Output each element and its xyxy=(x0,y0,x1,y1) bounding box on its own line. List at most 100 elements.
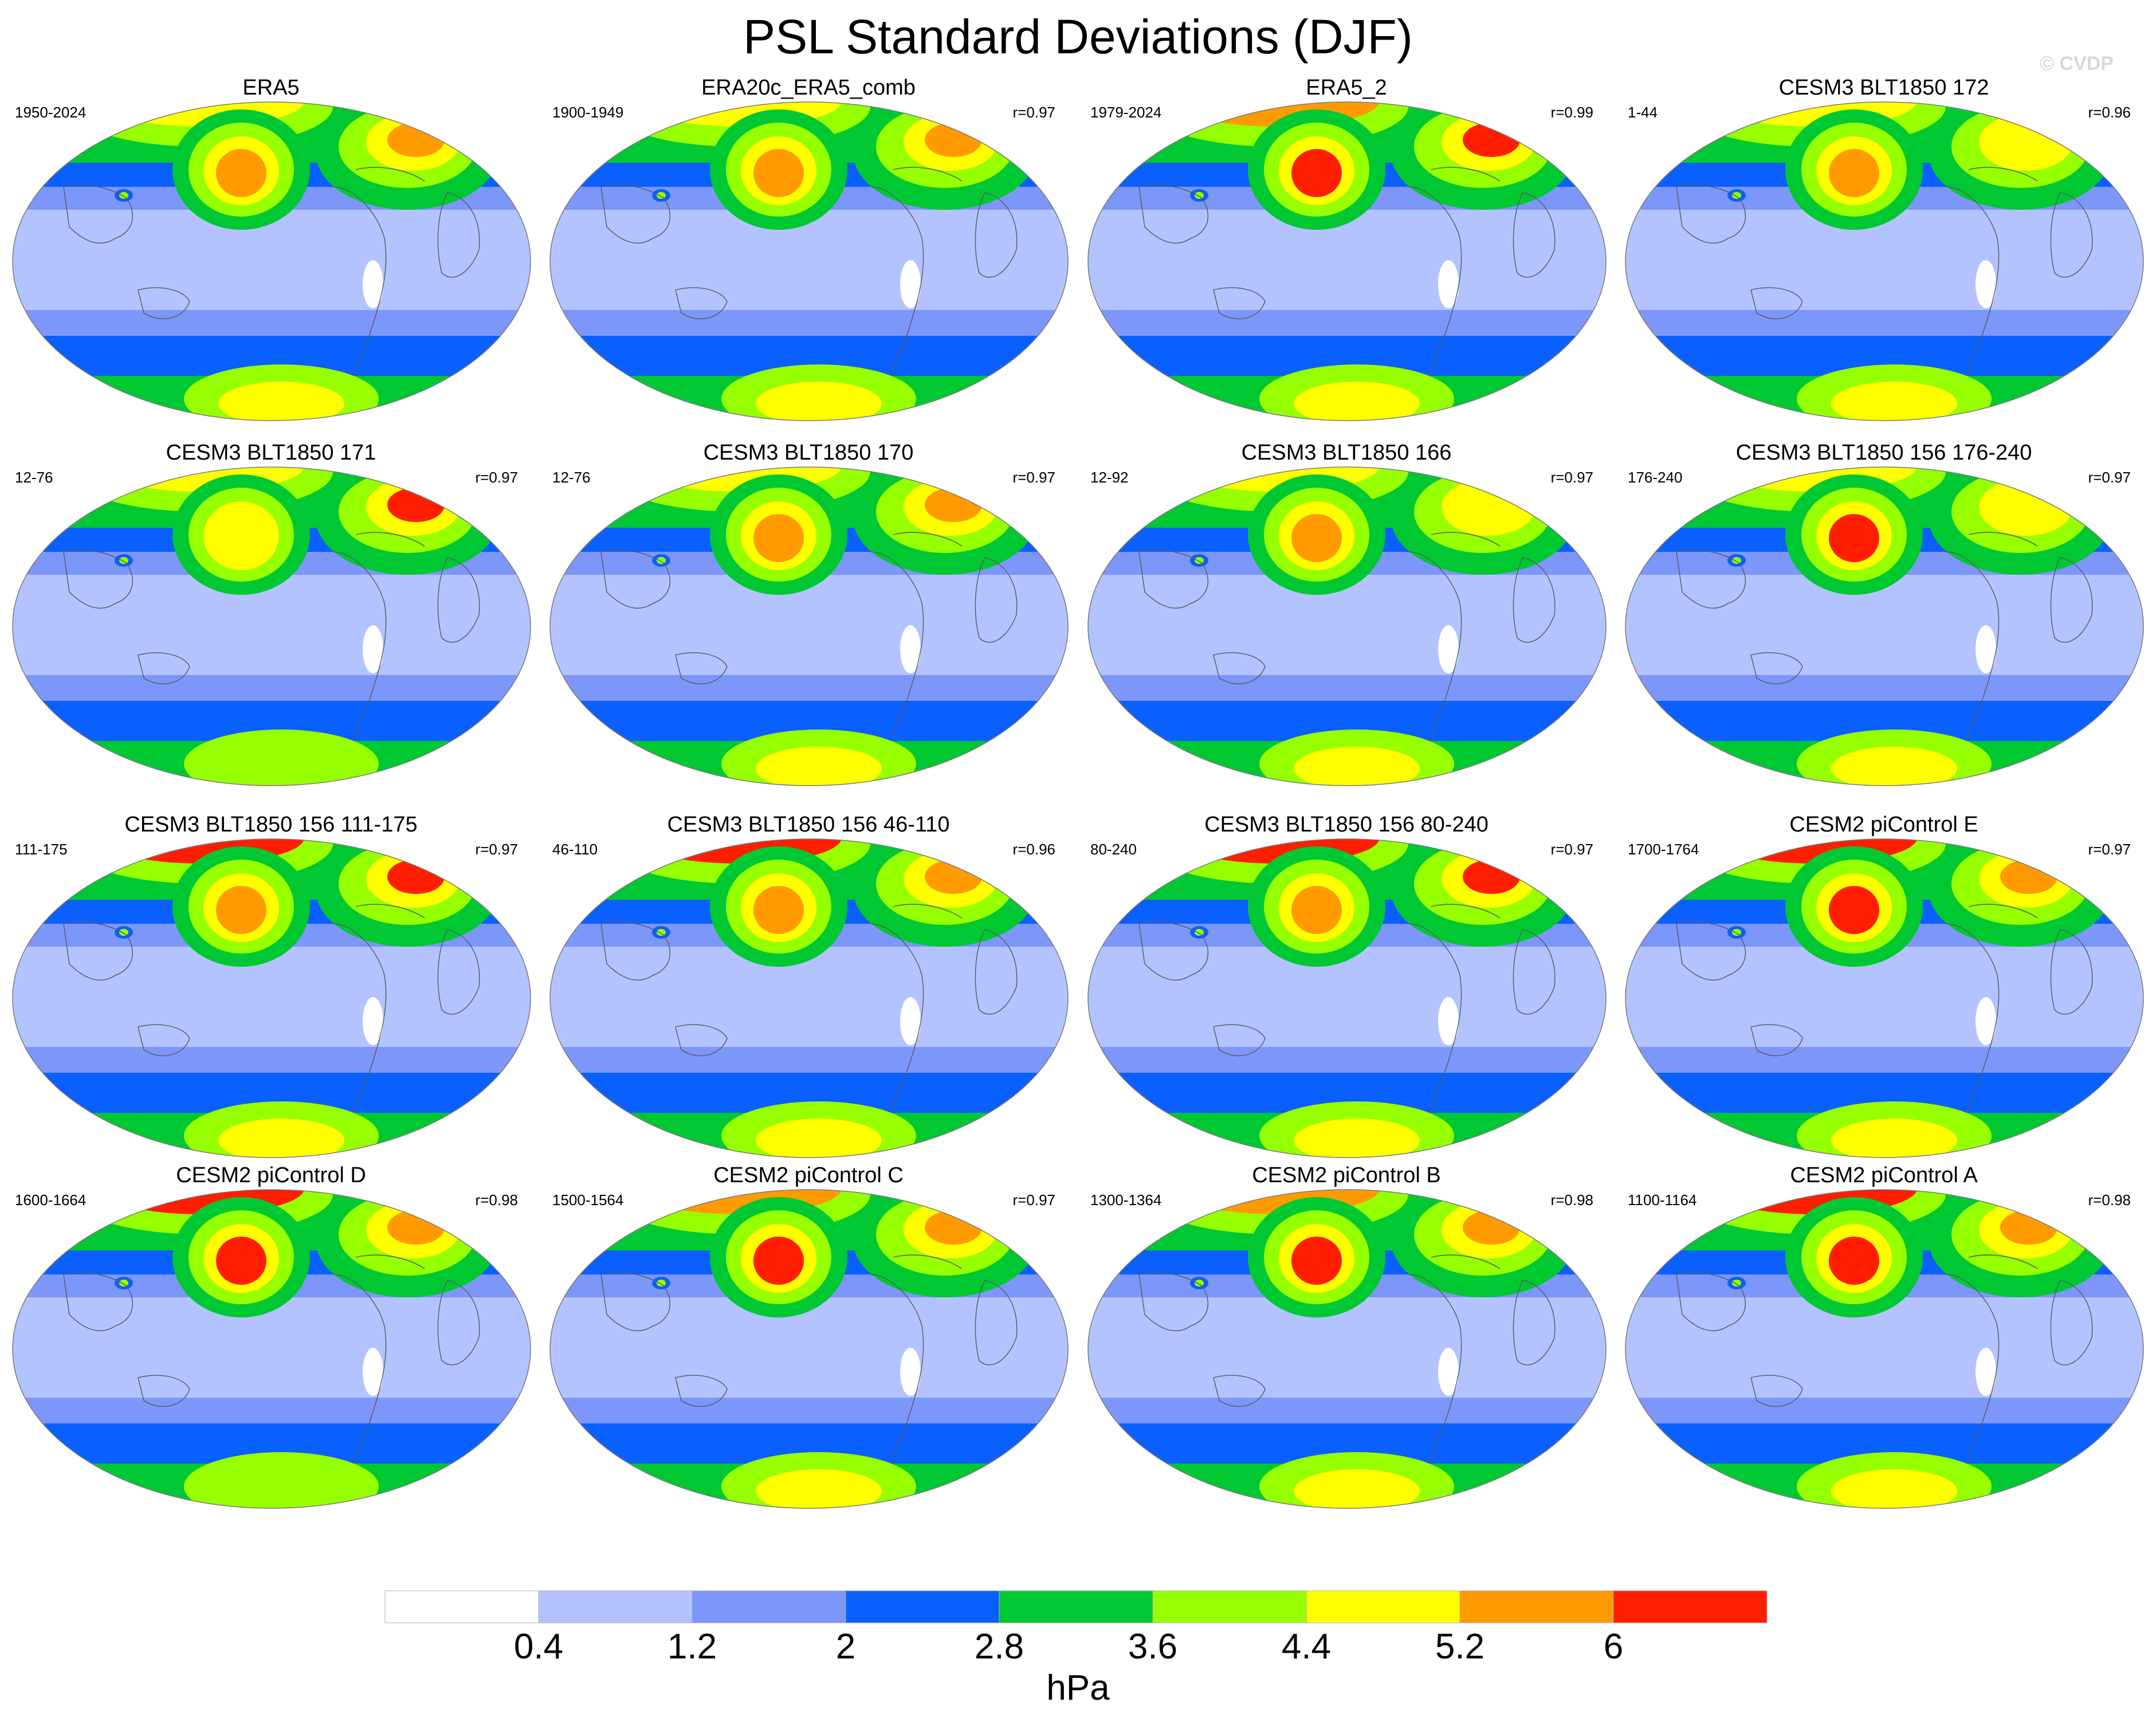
coastline-path xyxy=(1968,1254,2038,1269)
contour-natl-core xyxy=(925,860,982,894)
coastline-path xyxy=(63,921,133,980)
coastline-path xyxy=(437,192,480,278)
panel-title: ERA20c_ERA5_comb xyxy=(701,76,916,100)
contour-fill-group xyxy=(13,1190,531,1508)
coastline-path xyxy=(355,1254,425,1269)
coastline-path xyxy=(675,287,728,320)
contour-band-sh-midlat xyxy=(1088,1047,1606,1073)
colorbar-swatch xyxy=(1613,1590,1768,1623)
contour-andes-low xyxy=(900,1348,921,1396)
contour-natl-core xyxy=(2000,1210,2057,1245)
contour-band-sh-midlat xyxy=(1625,675,2143,701)
contour-band-sh-midlat xyxy=(550,1047,1068,1073)
coastline-path xyxy=(1213,652,1266,685)
panel-period: 12-76 xyxy=(552,469,591,486)
contour-andes-low xyxy=(1976,625,1996,673)
colorbar-swatch xyxy=(845,1590,1000,1623)
coastline-outlines xyxy=(600,904,1018,1113)
panel-pattern-correlation: r=0.97 xyxy=(1012,469,1055,486)
contour-natl-core xyxy=(1463,488,1520,522)
map-panel: ERA5_2 1979-2024 r=0.99 xyxy=(1080,75,1613,445)
coastline-path xyxy=(893,167,963,182)
contour-fill-group xyxy=(13,102,531,421)
map-panel: ERA5 1950-2024 xyxy=(5,75,537,445)
coastline-path xyxy=(870,551,924,742)
coastline-path xyxy=(975,929,1018,1015)
coastline-path xyxy=(1431,1254,1501,1269)
contour-tibet-core xyxy=(1195,192,1204,199)
contour-fill-group xyxy=(13,467,531,786)
coastline-path xyxy=(138,1024,190,1057)
contour-andes-low xyxy=(363,997,383,1045)
contour-natl-core xyxy=(1463,1210,1520,1245)
coastline-path xyxy=(138,287,190,320)
contour-natl-core xyxy=(925,123,982,157)
coastline-path xyxy=(1513,1280,1556,1366)
map-contour-plot xyxy=(1087,466,1607,786)
coastline-path xyxy=(332,551,387,742)
contour-band-sh-midlat xyxy=(13,1047,531,1073)
colorbar-tick-label: 3.6 xyxy=(1128,1627,1178,1666)
coastline-path xyxy=(1408,551,1462,742)
map-outline xyxy=(549,466,1069,786)
coastline-path xyxy=(1138,1272,1208,1331)
coastline-path xyxy=(1431,532,1501,547)
coastline-path xyxy=(1513,929,1556,1015)
contour-fill-group xyxy=(1625,1190,2143,1508)
coastline-outlines xyxy=(1138,167,1556,376)
contour-npac-core xyxy=(1291,1237,1342,1285)
map-outline xyxy=(12,1189,531,1509)
coastline-outlines xyxy=(63,167,480,376)
coastline-path xyxy=(675,1375,728,1407)
coastline-path xyxy=(893,904,963,919)
coastline-outlines xyxy=(1138,532,1556,742)
panel-period: 176-240 xyxy=(1628,469,1683,486)
coastline-path xyxy=(1676,921,1746,980)
coastline-path xyxy=(1213,1375,1266,1407)
map-contour-plot xyxy=(1625,466,2144,786)
contour-tibet-core xyxy=(1195,1280,1204,1287)
colorbar-tick-label: 4.4 xyxy=(1281,1627,1332,1666)
map-outline xyxy=(549,838,1069,1158)
panel-pattern-correlation: r=0.97 xyxy=(1550,469,1593,486)
contour-andes-low xyxy=(363,1348,383,1396)
coastline-outlines xyxy=(1676,532,2093,742)
colorbar-tick-label: 2.8 xyxy=(974,1627,1024,1666)
contour-tibet-core xyxy=(657,1280,666,1287)
coastline-path xyxy=(1213,287,1266,320)
coastline-path xyxy=(63,184,133,244)
contour-tibet-core xyxy=(657,929,666,936)
contour-band-sh-midlat xyxy=(1088,675,1606,701)
panel-period: 80-240 xyxy=(1090,841,1137,858)
panel-period: 1100-1164 xyxy=(1628,1191,1697,1209)
coastline-path xyxy=(355,167,425,182)
colorbar-tick-label: 2 xyxy=(835,1627,856,1666)
colorbar-swatch xyxy=(999,1590,1153,1623)
contour-natl-core xyxy=(387,123,445,157)
panel-period: 1300-1364 xyxy=(1090,1191,1162,1209)
contour-band-sh-midlat xyxy=(1088,1398,1606,1423)
contour-tibet-core xyxy=(657,557,666,564)
contour-natl-core xyxy=(387,488,445,522)
map-outline xyxy=(1087,1189,1607,1509)
contour-antarctic-core xyxy=(218,382,344,421)
panel-period: 46-110 xyxy=(552,841,598,858)
map-outline xyxy=(12,838,531,1158)
contour-natl-core xyxy=(387,860,445,894)
contour-tibet-core xyxy=(119,1280,128,1287)
map-contour-plot xyxy=(549,838,1069,1158)
contour-antarctic-core xyxy=(218,1469,344,1508)
panel-pattern-correlation: r=0.96 xyxy=(1012,841,1055,858)
contour-band-sh-midlat xyxy=(1625,310,2143,336)
contour-band-sh-midlat xyxy=(1625,1047,2143,1073)
contour-tibet-core xyxy=(1732,1280,1741,1287)
coastline-path xyxy=(1676,184,1746,244)
contour-fill-group xyxy=(550,467,1068,786)
coastline-path xyxy=(1945,923,2000,1113)
map-outline xyxy=(1087,466,1607,786)
coastline-outlines xyxy=(600,1254,1018,1464)
coastline-outlines xyxy=(600,167,1018,376)
map-outline xyxy=(1625,101,2144,421)
panel-period: 1900-1949 xyxy=(552,104,624,121)
map-outline xyxy=(1625,466,2144,786)
